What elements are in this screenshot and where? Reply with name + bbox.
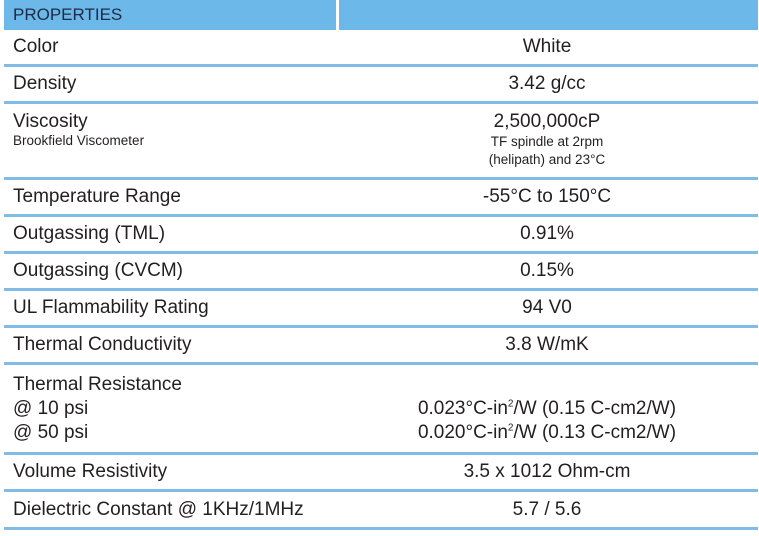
property-note: Brookfield Viscometer <box>13 133 145 148</box>
property-value: 3.8 W/mK <box>505 334 589 355</box>
property-value: 94 V0 <box>522 297 572 318</box>
table-row: Thermal Resistance @ 10 psi @ 50 psi 0.0… <box>4 365 758 455</box>
header-properties: PROPERTIES <box>4 0 336 30</box>
table-row: UL Flammability Rating 94 V0 <box>4 291 758 328</box>
property-label: Viscosity Brookfield Viscometer <box>4 111 336 177</box>
superscript: 2 <box>507 398 514 410</box>
property-value: 3.42 g/cc <box>508 73 586 94</box>
property-label: Density <box>13 73 77 94</box>
value-main: 2,500,000cP <box>493 111 601 132</box>
property-label: Temperature Range <box>13 186 181 207</box>
property-label: Thermal Conductivity <box>13 334 192 355</box>
property-condition: @ 50 psi <box>13 422 89 443</box>
property-label: Thermal Resistance @ 10 psi @ 50 psi <box>4 373 336 452</box>
property-value: 5.7 / 5.6 <box>512 498 582 520</box>
property-value: -55°C to 150°C <box>482 186 612 207</box>
property-label: Color <box>13 36 59 57</box>
value-part: /W (0.13 C-cm2/W) <box>513 422 677 443</box>
header-value <box>339 0 758 30</box>
table-row: Outgassing (TML) 0.91% <box>4 217 758 254</box>
value-10psi: 0.023°C-in2/W (0.15 C-cm2/W) <box>336 397 758 421</box>
properties-table: PROPERTIES Color White Density 3.42 g/cc… <box>4 0 758 530</box>
property-name: Viscosity <box>13 111 88 132</box>
table-row: Outgassing (CVCM) 0.15% <box>4 254 758 291</box>
table-row: Density 3.42 g/cc <box>4 67 758 104</box>
property-label: Outgassing (CVCM) <box>13 260 183 281</box>
table-row: Dielectric Constant @ 1KHz/1MHz 5.7 / 5.… <box>4 492 758 530</box>
property-label: Dielectric Constant @ 1KHz/1MHz <box>13 498 304 520</box>
superscript: 2 <box>507 422 514 434</box>
property-condition: @ 10 psi <box>13 398 89 419</box>
table-row: Temperature Range -55°C to 150°C <box>4 180 758 217</box>
property-value: 3.5 x 1012 Ohm-cm <box>463 461 631 482</box>
property-value: 2,500,000cP TF spindle at 2rpm (helipath… <box>336 111 758 177</box>
property-label: Volume Resistivity <box>13 461 168 482</box>
table-row: Color White <box>4 30 758 67</box>
table-row: Thermal Conductivity 3.8 W/mK <box>4 328 758 365</box>
property-name: Thermal Resistance <box>13 374 182 395</box>
property-label: UL Flammability Rating <box>13 297 209 318</box>
value-part: 0.023°C-in <box>417 398 508 419</box>
value-part: 0.020°C-in <box>417 422 508 443</box>
property-value: 0.91% <box>520 223 574 244</box>
table-header: PROPERTIES <box>4 0 758 30</box>
property-label: Outgassing (TML) <box>13 223 166 244</box>
value-note: TF spindle at 2rpm <box>490 134 604 149</box>
table-row: Volume Resistivity 3.5 x 1012 Ohm-cm <box>4 455 758 492</box>
value-part: /W (0.15 C-cm2/W) <box>513 398 677 419</box>
table-row: Viscosity Brookfield Viscometer 2,500,00… <box>4 104 758 180</box>
value-note: (helipath) and 23°C <box>488 152 606 167</box>
property-value: 0.15% <box>520 260 574 281</box>
property-value: White <box>522 36 572 57</box>
value-50psi: 0.020°C-in2/W (0.13 C-cm2/W) <box>336 421 758 445</box>
property-value: 0.023°C-in2/W (0.15 C-cm2/W) 0.020°C-in2… <box>336 373 758 452</box>
